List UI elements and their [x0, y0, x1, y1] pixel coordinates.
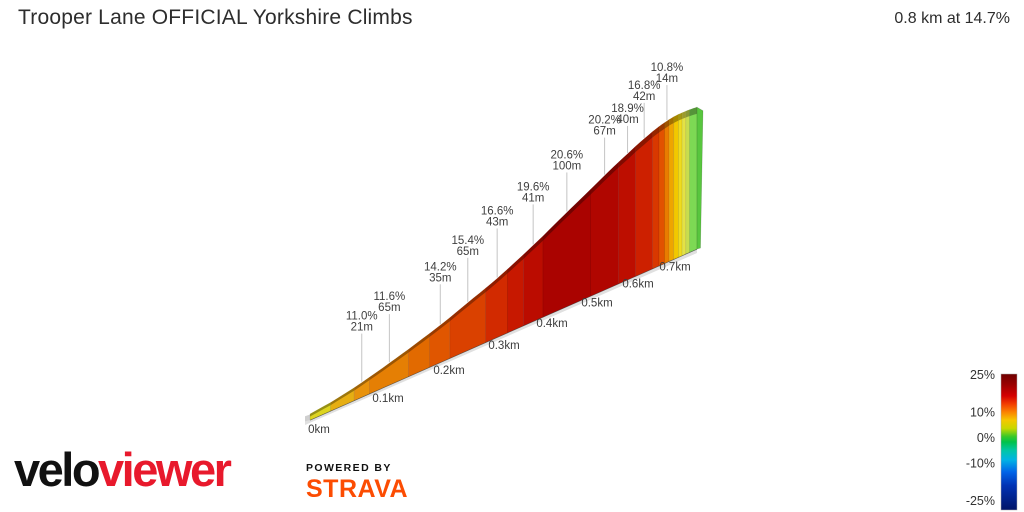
segment-length-label: 65m [378, 302, 400, 314]
distance-label: 0.7km [659, 261, 690, 273]
profile-segment [664, 119, 670, 264]
segment-top-band [429, 317, 450, 337]
segment-gradient-label: 10.8% [651, 62, 684, 74]
profile-segment [429, 316, 451, 368]
segment-length-label: 43m [486, 216, 508, 228]
segment-top-band [543, 189, 591, 241]
legend-tick-label: 10% [970, 406, 995, 420]
veloviewer-logo-velo: velo [14, 443, 101, 496]
road-base [305, 249, 697, 425]
segment-length-label: 40m [616, 114, 638, 126]
strava-wordmark: STRAVA [306, 475, 409, 503]
profile-segment [618, 145, 636, 285]
segment-gradient-label: 16.8% [628, 80, 661, 92]
segment-length-label: 21m [351, 322, 373, 334]
segment-gradient-label: 19.6% [517, 181, 550, 193]
segment-gradient-label: 11.0% [346, 311, 378, 323]
segment-top-band [330, 387, 355, 406]
segment-top-band [523, 236, 543, 260]
segment-top-band [669, 116, 674, 126]
powered-by-label: POWERED BY [306, 462, 392, 474]
distance-label: 0.5km [581, 297, 612, 309]
legend-tick-label: 0% [977, 431, 995, 445]
segment-gradient-label: 15.4% [451, 235, 484, 247]
segment-top-band [635, 131, 653, 152]
profile-segment [652, 125, 660, 270]
profile-segment [635, 130, 653, 277]
segment-gradient-label: 20.2% [588, 115, 621, 127]
strava-logo[interactable]: POWERED BY STRAVA [306, 462, 408, 504]
segment-top-band [664, 119, 670, 129]
start-cap [305, 414, 310, 422]
segment-length-label: 67m [593, 126, 615, 138]
distance-label: 0.2km [433, 365, 464, 377]
segment-top-band [485, 269, 508, 293]
segment-top-band [652, 126, 659, 138]
legend-bar [1000, 373, 1018, 511]
legend-tick-label: -10% [966, 456, 995, 470]
profile-segment [673, 113, 679, 260]
segment-top-band [369, 349, 409, 381]
profile-segment [678, 112, 683, 258]
distance-label: 0.6km [622, 279, 653, 291]
segment-top-band [590, 162, 619, 195]
distance-label: 0km [308, 424, 330, 436]
segment-length-label: 41m [522, 192, 544, 204]
legend-tick-label: -25% [966, 494, 995, 508]
segment-gradient-label: 11.6% [373, 291, 405, 303]
profile-segment [681, 110, 687, 257]
segment-top-band [682, 111, 686, 119]
profile-segment [507, 254, 524, 334]
profile-segment [658, 122, 665, 267]
segment-top-band [685, 109, 690, 118]
segment-top-band [673, 114, 679, 123]
segment-length-label: 100m [552, 160, 581, 172]
distance-label: 0.4km [536, 318, 567, 330]
segment-top-band [689, 107, 697, 117]
segment-top-band [354, 377, 370, 391]
segment-length-label: 35m [429, 272, 451, 284]
segment-top-band [678, 112, 683, 121]
segment-top-band [310, 402, 331, 417]
segment-length-label: 65m [457, 246, 479, 258]
end-cap [696, 106, 704, 250]
segment-gradient-label: 16.6% [481, 205, 514, 217]
segment-top-band [449, 288, 486, 322]
page-title: Trooper Lane OFFICIAL Yorkshire Climbs [18, 6, 413, 29]
segment-length-label: 14m [656, 73, 678, 85]
profile-segment [689, 106, 698, 253]
segment-top-band [507, 254, 524, 274]
veloviewer-logo-viewer: viewer [98, 443, 232, 496]
distance-label: 0.1km [372, 393, 403, 405]
distance-label: 0.3km [488, 340, 519, 352]
profile-segment [668, 116, 675, 262]
veloviewer-logo[interactable]: veloviewer [14, 443, 232, 496]
profile-segment [590, 161, 620, 297]
legend-tick-label: 25% [970, 368, 995, 382]
segment-top-band [659, 122, 665, 133]
segment-gradient-label: 20.6% [551, 149, 584, 161]
climb-summary: 0.8 km at 14.7% [894, 10, 1010, 27]
segment-gradient-label: 18.9% [611, 103, 644, 115]
segment-length-label: 42m [633, 91, 655, 103]
profile-segment [685, 109, 690, 255]
segment-gradient-label: 14.2% [424, 261, 457, 273]
segment-top-band [408, 333, 430, 353]
segment-top-band [618, 146, 636, 168]
